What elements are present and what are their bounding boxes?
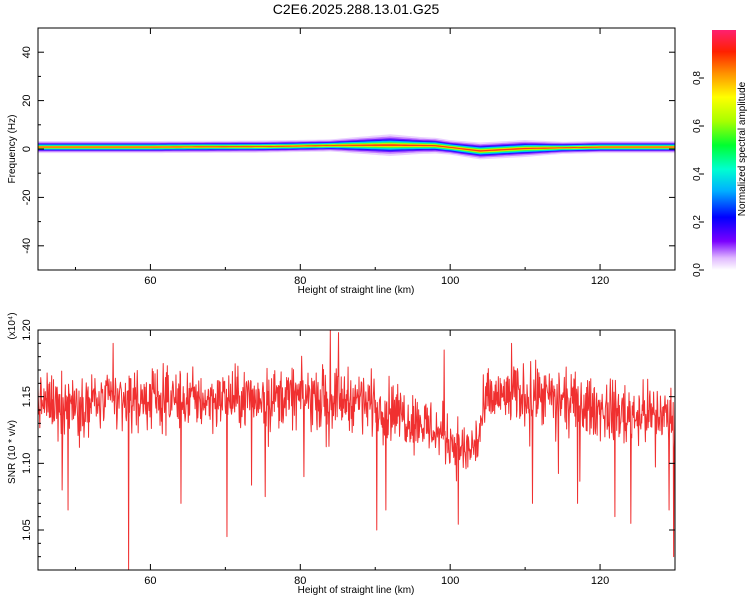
spectrogram-y-tick-label: 40 bbox=[21, 46, 33, 58]
colorbar-ticks: 0.0 0.2 0.4 0.6 0.8 bbox=[692, 71, 704, 277]
spectrogram-x-label: Height of straight line (km) bbox=[298, 285, 415, 296]
snr-y-multiplier: (x10⁴) bbox=[7, 312, 18, 339]
spectrogram-band bbox=[38, 134, 675, 160]
snr-y-axis: 1.05 1.10 1.15 1.20 bbox=[21, 319, 675, 558]
spectrogram-x-tick-label: 100 bbox=[441, 275, 459, 287]
spectrogram-y-tick-label: 20 bbox=[21, 94, 33, 106]
chart-title: C2E6.2025.288.13.01.G25 bbox=[273, 1, 440, 17]
spectrogram-level-9 bbox=[38, 144, 675, 152]
colorbar-tick-label: 0.2 bbox=[692, 215, 703, 229]
colorbar-tick-label: 0.4 bbox=[692, 167, 703, 181]
snr-x-tick-label: 100 bbox=[441, 575, 459, 587]
spectrogram-panel: 60 80 100 120 -40 -20 0 20 40 Height of straigh… bbox=[7, 27, 676, 296]
snr-y-tick-label: 1.05 bbox=[21, 519, 33, 540]
spectrogram-y-tick-label: -40 bbox=[21, 238, 33, 254]
spectrogram-x-tick-label: 120 bbox=[591, 275, 609, 287]
spectrogram-y-tick-label: -20 bbox=[21, 189, 33, 205]
colorbar-label: Normalized spectral amplitude bbox=[737, 81, 748, 216]
snr-y-tick-label: 1.20 bbox=[21, 319, 33, 340]
colorbar-tick-label: 0.6 bbox=[692, 119, 703, 133]
spectrogram-y-tick-label: 0 bbox=[21, 146, 33, 152]
spectrogram-x-tick-label: 60 bbox=[144, 275, 156, 287]
spectrogram-x-tick-label: 80 bbox=[294, 275, 306, 287]
snr-x-axis: 60 80 100 120 bbox=[74, 330, 676, 587]
colorbar-tick-label: 0.8 bbox=[692, 71, 703, 85]
snr-x-tick-label: 60 bbox=[144, 575, 156, 587]
snr-x-tick-label: 120 bbox=[591, 575, 609, 587]
spectrogram-y-axis: -40 -20 0 20 40 bbox=[21, 27, 675, 271]
snr-panel: 60 80 100 120 1.05 1.10 1.15 1.20 Height of st… bbox=[7, 312, 676, 596]
colorbar-tick-label: 0.0 bbox=[692, 263, 703, 277]
spectrogram-y-label: Frequency (Hz) bbox=[7, 115, 18, 184]
snr-x-label: Height of straight line (km) bbox=[298, 585, 415, 596]
snr-y-label: SNR (10 * v/v) bbox=[7, 420, 18, 484]
snr-y-tick-label: 1.15 bbox=[21, 386, 33, 407]
snr-x-tick-label: 80 bbox=[294, 575, 306, 587]
colorbar: 0.0 0.2 0.4 0.6 0.8 Normalized spectral ampl… bbox=[692, 30, 748, 277]
spectrogram-level-7 bbox=[38, 143, 675, 153]
snr-series-line bbox=[38, 330, 675, 570]
colorbar-scale bbox=[712, 30, 736, 270]
spectrogram-x-axis: 60 80 100 120 bbox=[74, 28, 676, 287]
spectrogram-level-8 bbox=[38, 143, 675, 152]
snr-y-tick-label: 1.10 bbox=[21, 453, 33, 474]
